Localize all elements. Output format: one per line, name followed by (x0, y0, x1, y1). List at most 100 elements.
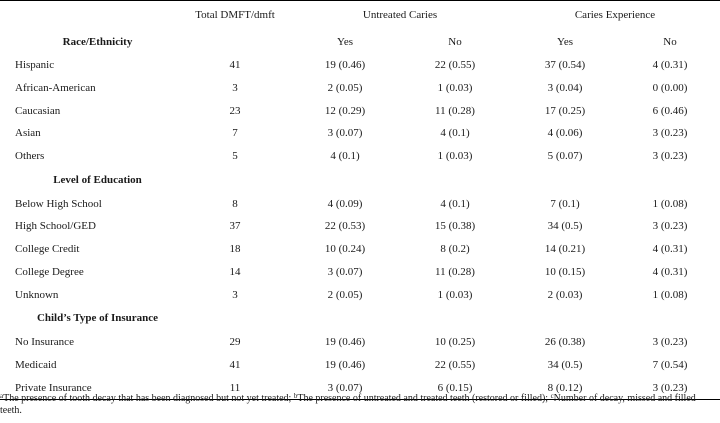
cell-caries-yes: 34 (0.5) (547, 358, 583, 371)
table-row: Medicaid 41 19 (0.46) 22 (0.55) 34 (0.5) 7 (0… (0, 354, 720, 377)
section-header-row: Child’s Type of Insurance (0, 306, 720, 331)
header-blank (0, 0, 180, 29)
table-row: College Credit 18 10 (0.24) 8 (0.2) 14 (0.21… (0, 238, 720, 261)
subheader-untreated-yes: Yes (336, 35, 353, 48)
cell-total: 23 (229, 104, 241, 117)
cell-untreated-no: 22 (0.55) (434, 59, 476, 72)
footnote-text-c: Number of decay, missed and filled teeth… (0, 393, 696, 416)
cell-total: 41 (229, 59, 241, 72)
cell-caries-yes: 17 (0.25) (544, 104, 586, 117)
cell-total: 3 (232, 82, 238, 95)
table-row: Others 5 4 (0.1) 1 (0.03) 5 (0.07) 3 (0.23) (0, 145, 720, 168)
cell-caries-no: 3 (0.23) (652, 336, 688, 349)
section-blank (290, 306, 400, 331)
footnote-mark-a: a (0, 392, 4, 400)
cell-untreated-yes: 2 (0.05) (327, 288, 363, 301)
subheader-caries-yes: Yes (556, 35, 573, 48)
cell-caries-yes: 5 (0.07) (547, 150, 583, 163)
row-label: Asian (15, 127, 41, 140)
dmft-table: Total DMFT/dmft Untreated Caries Caries … (0, 0, 720, 400)
cell-untreated-no: 6 (0.15) (400, 376, 510, 400)
cell-untreated-no: 11 (0.28) (435, 265, 475, 278)
footnote-text-a: The presence of tooth decay that has bee… (3, 393, 294, 404)
cell-untreated-yes: 10 (0.24) (324, 243, 366, 256)
cell-untreated-no: 11 (0.28) (435, 104, 475, 117)
table-row: Caucasian 23 12 (0.29) 11 (0.28) 17 (0.25) 6 … (0, 99, 720, 122)
cell-caries-yes: 3 (0.04) (547, 82, 583, 95)
row-label: Hispanic (15, 59, 55, 72)
cell-untreated-no: 15 (0.38) (434, 220, 476, 233)
section-blank (180, 167, 290, 192)
row-label: College Credit (15, 243, 80, 256)
footnote-text-b: The presence of untreated and treated te… (297, 393, 551, 404)
section-blank (180, 306, 290, 331)
cell-untreated-no: 1 (0.03) (437, 288, 473, 301)
section-blank (400, 306, 510, 331)
header-caries-experience: Caries Experience (510, 0, 720, 29)
table-row: High School/GED 37 22 (0.53) 15 (0.38) 34 (0… (0, 215, 720, 238)
cell-total: 11 (180, 376, 290, 400)
cell-untreated-yes: 19 (0.46) (324, 336, 366, 349)
cell-caries-no: 0 (0.00) (652, 82, 688, 95)
section-header-row: Race/Ethnicity Yes No Yes No (0, 29, 720, 54)
cell-untreated-no: 4 (0.1) (440, 127, 470, 140)
section-blank (510, 306, 620, 331)
cell-total: 3 (232, 288, 238, 301)
cell-caries-no: 7 (0.54) (652, 358, 688, 371)
row-label: African-American (15, 82, 96, 95)
row-label: Private Insurance (0, 376, 180, 400)
cell-untreated-yes: 3 (0.07) (327, 265, 363, 278)
cell-total: 7 (232, 127, 238, 140)
section-blank (620, 306, 720, 331)
header-total-dmft: Total DMFT/dmft (180, 0, 290, 29)
table-row: College Degree 14 3 (0.07) 11 (0.28) 10 (0.1… (0, 261, 720, 284)
cell-untreated-yes: 4 (0.09) (327, 197, 363, 210)
table-row: Private Insurance 11 3 (0.07) 6 (0.15) 8 (0.… (0, 376, 720, 400)
cell-total: 18 (229, 243, 241, 256)
row-label: Medicaid (15, 358, 57, 371)
cell-caries-no: 6 (0.46) (652, 104, 688, 117)
cell-caries-yes: 26 (0.38) (544, 336, 586, 349)
cell-total: 5 (232, 150, 238, 163)
section-blank (400, 167, 510, 192)
row-label: Caucasian (15, 104, 61, 117)
cell-untreated-yes: 3 (0.07) (290, 376, 400, 400)
cell-caries-no: 1 (0.08) (652, 288, 688, 301)
cell-caries-no: 3 (0.23) (620, 376, 720, 400)
cell-caries-no: 3 (0.23) (652, 150, 688, 163)
cell-caries-yes: 10 (0.15) (544, 265, 586, 278)
cell-caries-no: 3 (0.23) (652, 127, 688, 140)
cell-total: 14 (229, 265, 241, 278)
cell-untreated-no: 8 (0.2) (440, 243, 470, 256)
cell-untreated-yes: 22 (0.53) (324, 220, 366, 233)
row-label: Others (15, 150, 45, 163)
cell-untreated-no: 1 (0.03) (437, 82, 473, 95)
cell-untreated-yes: 12 (0.29) (324, 104, 366, 117)
cell-caries-no: 4 (0.31) (652, 265, 688, 278)
row-label: No Insurance (15, 336, 74, 349)
table-row: Below High School 8 4 (0.09) 4 (0.1) 7 (0.1)… (0, 192, 720, 215)
cell-untreated-no: 4 (0.1) (440, 197, 470, 210)
header-row: Total DMFT/dmft Untreated Caries Caries … (0, 0, 720, 29)
cell-untreated-yes: 3 (0.07) (327, 127, 363, 140)
section-header-row: Level of Education (0, 167, 720, 192)
subheader-untreated-no: No (448, 35, 462, 48)
section-title: Race/Ethnicity (62, 35, 133, 48)
table-row: No Insurance 29 19 (0.46) 10 (0.25) 26 (0.38… (0, 331, 720, 354)
cell-caries-yes: 8 (0.12) (510, 376, 620, 400)
cell-caries-no: 4 (0.31) (652, 59, 688, 72)
section-blank (290, 167, 400, 192)
row-label: High School/GED (15, 220, 96, 233)
cell-total: 8 (232, 197, 238, 210)
table-row: Hispanic 41 19 (0.46) 22 (0.55) 37 (0.54) 4 (… (0, 54, 720, 77)
cell-untreated-yes: 2 (0.05) (327, 82, 363, 95)
cell-caries-no: 3 (0.23) (652, 220, 688, 233)
section-title: Level of Education (53, 173, 142, 186)
table-footnote: aThe presence of tooth decay that has be… (0, 393, 716, 417)
cell-caries-yes: 14 (0.21) (544, 243, 586, 256)
cell-untreated-no: 22 (0.55) (434, 358, 476, 371)
cell-untreated-yes: 19 (0.46) (324, 358, 366, 371)
footnote-mark-b: b (293, 392, 298, 400)
cell-caries-no: 1 (0.08) (652, 197, 688, 210)
